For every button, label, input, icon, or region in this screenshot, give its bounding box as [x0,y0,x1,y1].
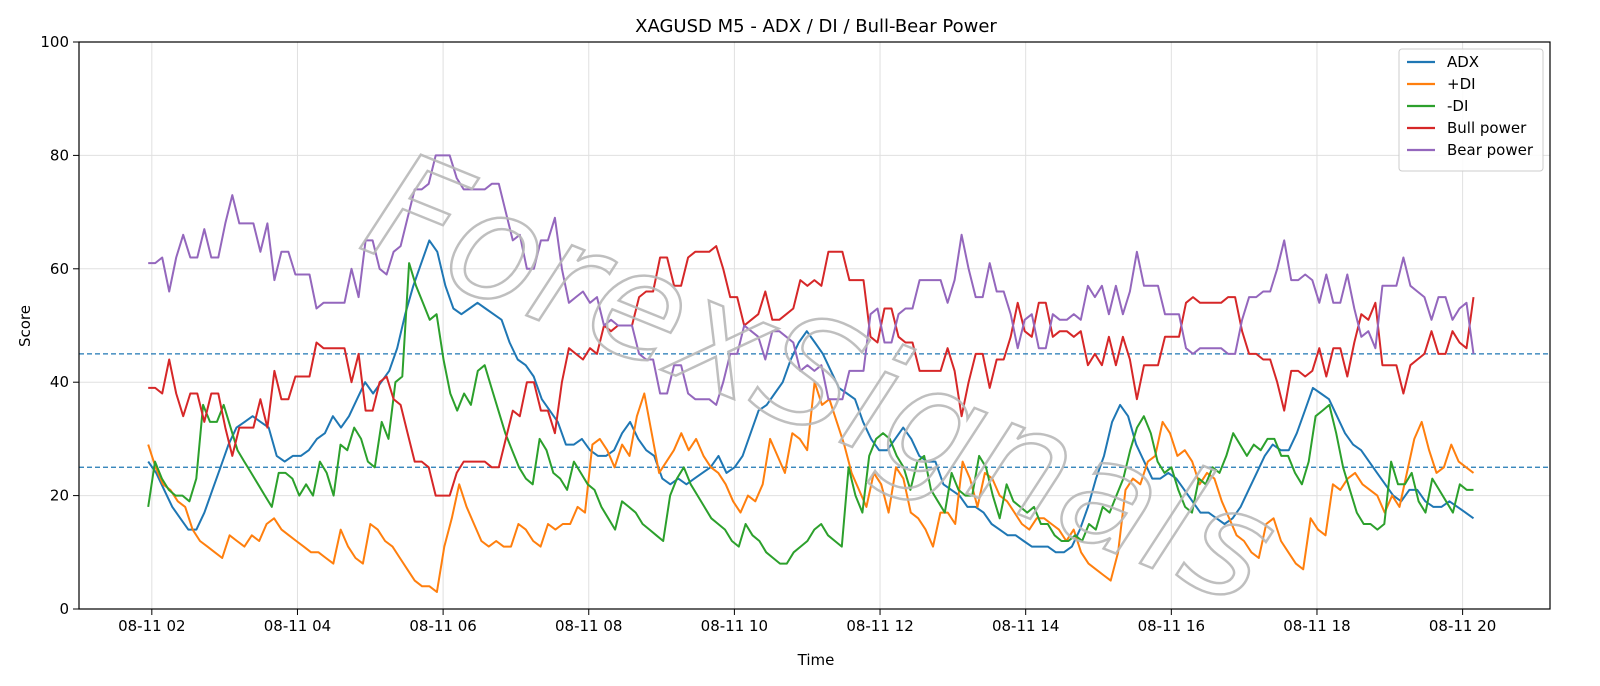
y-tick-label: 80 [50,146,69,164]
legend-label: Bear power [1447,141,1534,159]
series-line-di [147,262,1474,565]
legend-label: Bull power [1447,119,1527,137]
x-tick-label: 08-11 20 [1429,617,1496,635]
legend-label: -DI [1447,97,1468,115]
threshold-lines [79,353,1550,468]
legend-label: ADX [1447,53,1479,71]
axes: 0 20 40 60 80 100 08-11 02 08-11 04 08-11 06 08-1… [40,33,1551,635]
x-tick-label: 08-11 18 [1283,617,1350,635]
x-tick-label: 08-11 12 [846,617,913,635]
series-line-adx [147,239,1475,554]
x-tick-label: 08-11 06 [409,617,476,635]
y-tick-label: 20 [50,487,69,505]
chart-title: XAGUSD M5 - ADX / DI / Bull-Bear Power [635,16,997,37]
y-tick-label: 60 [50,260,69,278]
series-lines [147,154,1475,593]
plot-frame [78,41,1551,610]
x-tick-label: 08-11 08 [555,617,622,635]
y-tick-label: 40 [50,373,69,391]
x-tick-label: 08-11 02 [118,617,185,635]
series-line-bull-power [148,245,1475,497]
x-tick-label: 08-11 10 [701,617,768,635]
y-tick-label: 0 [59,600,69,618]
legend-label: +DI [1447,75,1476,93]
series-line-di [147,381,1475,593]
y-tick-label: 100 [40,33,69,51]
x-tick-label: 08-11 04 [264,617,331,635]
x-axis-label: Time [797,651,835,669]
legend-box [1398,48,1544,172]
x-tick-label: 08-11 14 [992,617,1059,635]
legend: ADX +DI -DI Bull power Bear power [1398,48,1544,172]
series-line-bear-power [148,154,1475,406]
x-tick-label: 08-11 16 [1138,617,1205,635]
y-axis-label: Score [16,305,34,347]
watermark: ForexSignals [343,119,1298,640]
